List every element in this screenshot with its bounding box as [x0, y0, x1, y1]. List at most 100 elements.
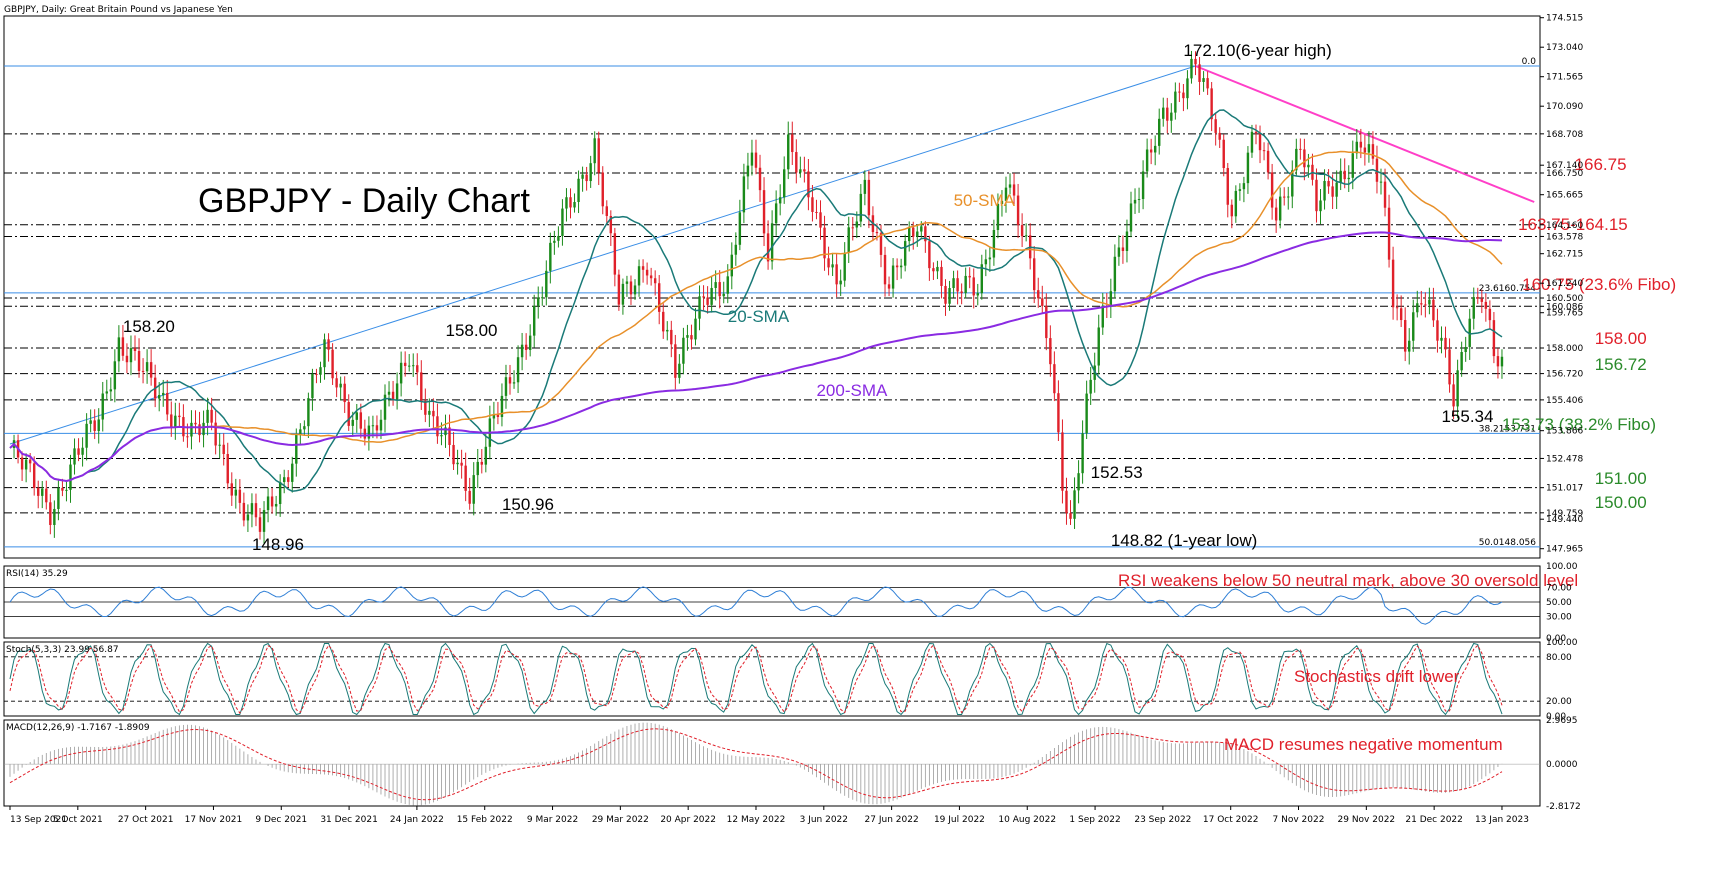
candle-down [968, 275, 971, 278]
candle-down [335, 378, 338, 388]
candle-down [149, 362, 153, 378]
candle-down [448, 427, 451, 445]
candle-down [875, 231, 879, 234]
y-tick-label: 160.086 [1546, 302, 1583, 312]
y-tick-label: 170.090 [1546, 102, 1583, 112]
candle-down [125, 355, 129, 363]
candle-down [670, 329, 673, 345]
candle-up [903, 241, 907, 266]
candle-up [1133, 199, 1137, 204]
candle-up [778, 197, 782, 204]
candle-down [1270, 172, 1274, 208]
candle-down [1178, 91, 1181, 93]
price-annotation: 150.00 [1595, 493, 1647, 512]
candle-down [480, 461, 483, 465]
candle-down [287, 477, 290, 482]
candle-up [859, 193, 863, 222]
candle-down [1020, 225, 1024, 237]
candle-down [49, 502, 52, 525]
candle-up [1412, 312, 1415, 341]
macd-annotation: MACD resumes negative momentum [1224, 735, 1503, 754]
candle-up [1472, 297, 1475, 319]
candle-down [1436, 320, 1439, 341]
candle-up [964, 275, 967, 294]
candle-down [597, 138, 600, 173]
y-tick-label: 155.406 [1546, 396, 1583, 406]
candle-up [492, 414, 496, 419]
candle-up [1408, 340, 1411, 352]
candle-up [174, 415, 177, 427]
macd-tick-label: -2.8172 [1546, 802, 1581, 812]
chart-header: GBPJPY, Daily: Great Britain Pound vs Ja… [4, 5, 233, 15]
candle-up [1101, 305, 1104, 328]
candle-up [593, 138, 596, 164]
candle-up [1307, 164, 1310, 168]
candle-up [1113, 256, 1117, 292]
y-tick-label: 152.478 [1546, 454, 1583, 464]
candle-down [1452, 384, 1455, 407]
price-annotation: 172.10(6-year high) [1183, 41, 1331, 60]
candle-down [214, 422, 217, 446]
candle-up [952, 278, 955, 289]
candle-up [1323, 180, 1326, 201]
candle-up [863, 179, 867, 194]
candle-down [270, 496, 274, 507]
sma20-line [9, 109, 1503, 492]
candle-down [1424, 304, 1427, 306]
candle-up [274, 504, 278, 507]
candle-down [924, 226, 927, 242]
candle-up [1319, 200, 1322, 212]
x-tick-label: 27 Jun 2022 [865, 815, 919, 825]
candle-up [1097, 327, 1100, 366]
x-tick-label: 15 Feb 2022 [457, 815, 513, 825]
candle-up [1024, 235, 1028, 237]
candle-up [246, 514, 250, 521]
candle-down [496, 414, 500, 418]
candle-down [1065, 490, 1068, 514]
stoch-d-line [9, 644, 1503, 714]
candle-up [726, 276, 729, 294]
y-tick-label: 165.665 [1546, 191, 1583, 201]
candle-up [379, 419, 383, 431]
candle-up [190, 422, 193, 437]
macd-tick-label: 0.0000 [1546, 760, 1578, 770]
chart-title: GBPJPY - Daily Chart [198, 182, 530, 220]
candle-up [1335, 182, 1338, 197]
candle-up [908, 227, 911, 242]
stoch-k-line [9, 642, 1503, 716]
candle-down [403, 362, 407, 367]
x-tick-label: 21 Dec 2022 [1405, 815, 1463, 825]
candle-down [194, 422, 197, 425]
rsi-tick-label: 30.00 [1546, 612, 1572, 622]
candle-up [444, 427, 447, 436]
candle-down [827, 258, 830, 268]
candle-up [1109, 291, 1113, 306]
candle-up [1347, 177, 1350, 180]
candle-up [1428, 299, 1431, 305]
candle-down [762, 190, 766, 234]
candle-down [645, 269, 649, 276]
candle-up [367, 425, 371, 439]
candle-down [436, 416, 439, 437]
candle-down [609, 215, 613, 234]
y-tick-label: 156.720 [1546, 370, 1583, 380]
candle-up [291, 463, 294, 482]
candle-up [625, 281, 629, 284]
candle-down [956, 278, 959, 292]
candle-down [258, 517, 262, 532]
candle-down [452, 444, 455, 465]
candle-up [129, 348, 133, 363]
candle-down [811, 197, 814, 212]
sma-label: 50-SMA [954, 191, 1016, 210]
candle-up [303, 426, 306, 430]
candle-down [1331, 186, 1334, 197]
candle-down [674, 344, 677, 378]
candle-down [45, 488, 48, 503]
candle-up [41, 488, 44, 496]
candle-up [589, 163, 592, 182]
y-tick-label: 167.140 [1546, 161, 1583, 171]
candle-down [617, 274, 621, 305]
candle-up [387, 391, 391, 395]
y-tick-label: 173.040 [1546, 43, 1583, 53]
candle-down [1274, 207, 1278, 221]
